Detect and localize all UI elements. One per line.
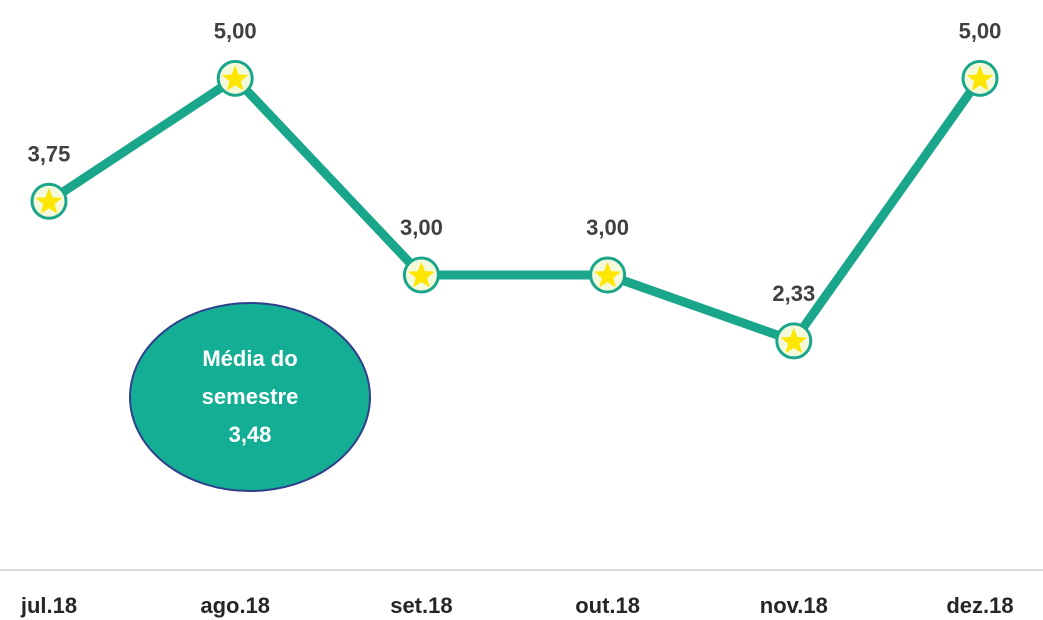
x-tick-label: ago.18 (200, 593, 270, 618)
star-marker (216, 59, 254, 97)
x-tick-label: dez.18 (946, 593, 1013, 618)
series-line (44, 73, 985, 346)
average-value: 3,48 (229, 422, 272, 447)
star-marker (775, 322, 813, 360)
star-icon (594, 262, 621, 288)
star-marker (589, 256, 627, 294)
average-line2: semestre (202, 384, 299, 409)
x-tick-label: out.18 (575, 593, 640, 618)
star-marker (961, 59, 999, 97)
star-marker (402, 256, 440, 294)
data-label: 3,75 (28, 141, 71, 166)
average-badge: Média do semestre 3,48 (129, 302, 371, 492)
star-icon (966, 65, 994, 91)
x-tick-group: jul.18 ago.18 set.18 out.18 nov.18 dez.18 (20, 593, 1014, 618)
x-tick-label: set.18 (390, 593, 452, 618)
x-tick-label: jul.18 (20, 593, 77, 618)
star-marker (30, 182, 68, 220)
data-label: 2,33 (772, 281, 815, 306)
data-label: 5,00 (959, 18, 1002, 43)
x-tick-label: nov.18 (760, 593, 828, 618)
data-label: 3,00 (586, 215, 629, 240)
marker-group (30, 59, 999, 360)
data-label-group: 3,75 5,00 3,00 3,00 2,33 5,00 (28, 18, 1002, 306)
average-ellipse (129, 302, 371, 492)
data-label: 3,00 (400, 215, 443, 240)
average-line1: Média do (202, 346, 297, 371)
star-icon (780, 327, 808, 354)
data-label: 5,00 (214, 18, 257, 43)
star-icon (35, 188, 63, 214)
star-icon (408, 262, 435, 288)
star-icon (221, 65, 249, 91)
